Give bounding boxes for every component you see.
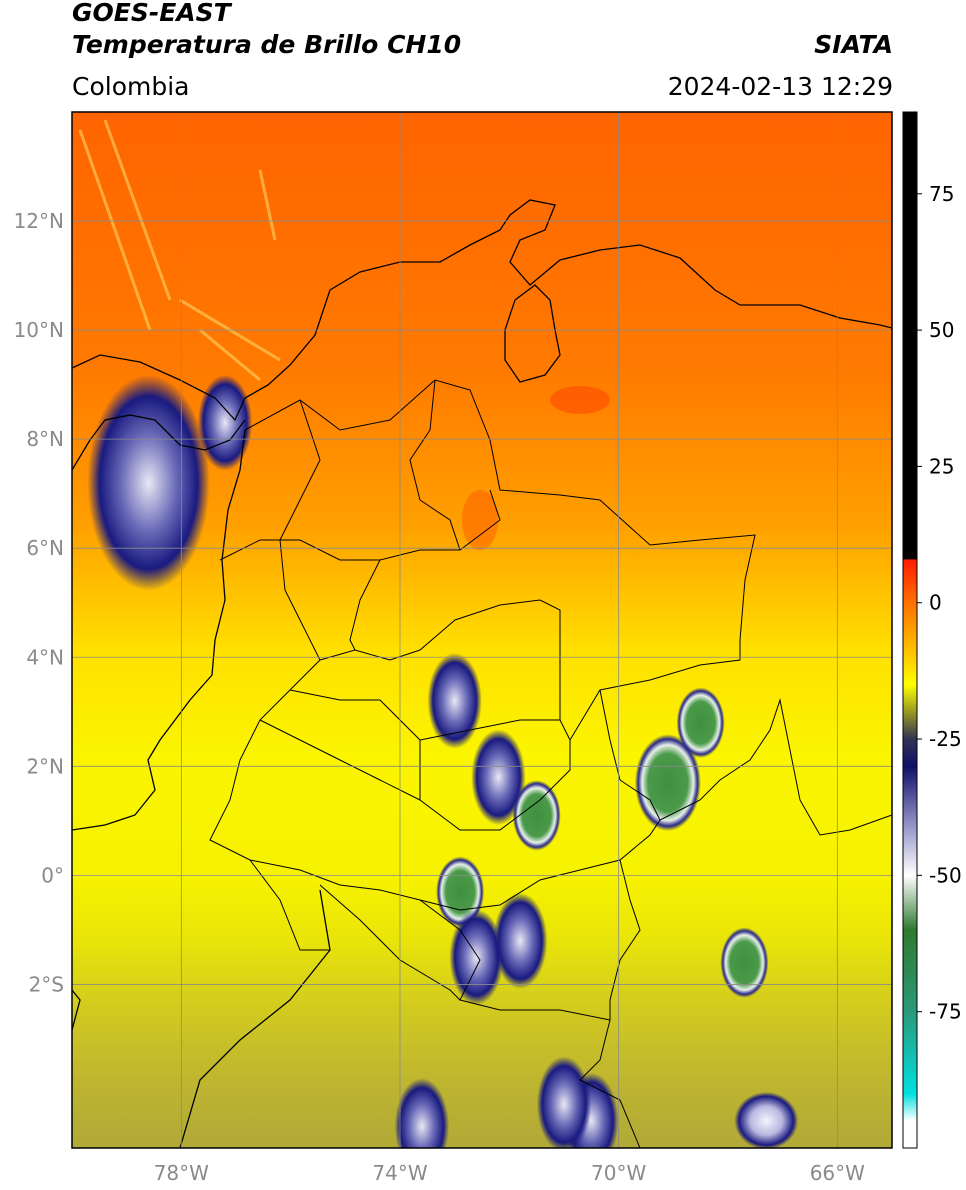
map-frame — [71, 111, 893, 1149]
colorbar-tick-label: 50 — [929, 318, 954, 342]
cloud-cluster-blue — [197, 374, 253, 471]
lat-tick-label: 10°N — [14, 318, 64, 342]
colorbar-frame — [902, 111, 918, 1149]
cloud-cluster-blue — [394, 1078, 450, 1148]
cloud-cluster-blue — [536, 1056, 592, 1148]
colorbar-ticks: 75 50 25 0 -25 -50 -75 — [917, 182, 962, 1024]
cloud-cluster-blue — [87, 374, 210, 591]
cloud-cluster-green — [720, 927, 769, 998]
colorbar-tick-label: 75 — [929, 182, 954, 206]
product-title: Temperatura de Brillo CH10 — [72, 30, 462, 59]
lon-tick-label: 66°W — [810, 1161, 865, 1185]
cloud-cluster-blue — [427, 652, 482, 749]
latitude-labels: 12°N 10°N 8°N 6°N 4°N 2°N 0° 2°S — [14, 209, 64, 996]
colorbar-tick-label: 25 — [929, 454, 954, 478]
admin-borders — [209, 379, 892, 1148]
warm-patch — [462, 490, 498, 550]
lon-tick-label: 74°W — [372, 1161, 427, 1185]
lat-tick-label: 4°N — [26, 645, 64, 669]
gridlines — [72, 112, 892, 1148]
map-field — [72, 112, 892, 1148]
cloud-cluster-green — [436, 856, 485, 927]
colorbar-ramp — [903, 112, 917, 1148]
lat-tick-label: 2°S — [29, 972, 64, 996]
lat-tick-label: 8°N — [26, 427, 64, 451]
cloud-cluster-blue — [471, 729, 526, 826]
lat-tick-label: 2°N — [26, 754, 64, 778]
lat-tick-label: 6°N — [26, 536, 64, 560]
coastlines — [72, 199, 892, 1148]
cloud-cluster-green — [512, 780, 561, 851]
cold-cloud-clusters — [87, 374, 799, 1148]
colorbar-tick-label: -75 — [929, 1000, 962, 1024]
lat-tick-label: 12°N — [14, 209, 64, 233]
colorbar-tick-label: -25 — [929, 727, 962, 751]
satellite-title: GOES-EAST — [72, 0, 231, 27]
timestamp-label: 2024-02-13 12:29 — [667, 72, 893, 101]
warm-patch — [550, 386, 610, 414]
cloud-cluster-blue — [449, 909, 504, 1006]
lat-tick-label: 0° — [41, 863, 64, 887]
region-label: Colombia — [72, 72, 190, 101]
colorbar-tick-label: -50 — [929, 863, 962, 887]
cloud-cluster-white — [734, 1091, 799, 1148]
lon-tick-label: 78°W — [154, 1161, 209, 1185]
colorbar-tick-label: 0 — [929, 591, 942, 615]
lon-tick-label: 70°W — [591, 1161, 646, 1185]
colorbar: 75 50 25 0 -25 -50 -75 — [902, 111, 962, 1149]
cloud-cluster-blue — [493, 892, 548, 989]
cloud-cluster-green — [676, 687, 725, 758]
agency-label: SIATA — [814, 30, 893, 59]
longitude-labels: 78°W 74°W 70°W 66°W — [154, 1161, 865, 1185]
cloud-cluster-green — [634, 734, 701, 832]
